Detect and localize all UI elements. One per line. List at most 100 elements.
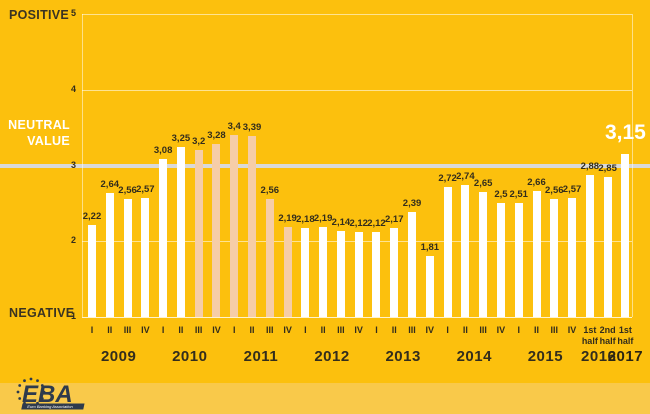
bar-value-label: 2,51 (509, 188, 528, 200)
bar (354, 232, 363, 317)
bar (390, 228, 399, 317)
y-tick-label: 4 (70, 83, 76, 94)
bar-value-label-emphasis: 3,15 (604, 121, 646, 145)
bar-value-label: 3,28 (207, 130, 226, 142)
plot-left-border (82, 14, 83, 317)
axis-caption-positive: POSITIVE (9, 8, 70, 22)
quarter-label: 1st half (581, 325, 598, 346)
bar-value-label: 2,88 (580, 160, 600, 172)
quarter-label: II (391, 325, 397, 335)
quarter-label: 2nd half (599, 325, 616, 346)
bar (514, 202, 523, 317)
eba-stars-icon (16, 377, 46, 407)
bar (123, 198, 132, 317)
bar (248, 135, 257, 317)
grid-line (82, 89, 632, 91)
year-label-2009: 2009 (100, 348, 137, 365)
bar (532, 191, 541, 317)
quarter-label: I (517, 325, 520, 335)
bar (159, 159, 168, 317)
plot-right-border (632, 14, 633, 317)
quarter-label: IV (496, 325, 506, 335)
year-label-2010: 2010 (172, 348, 208, 365)
y-tick-label: 5 (70, 8, 76, 18)
bar (603, 176, 612, 317)
bar-value-label: 2,5 (494, 189, 508, 201)
year-label-2012: 2012 (314, 348, 350, 365)
y-tick-label: 1 (70, 311, 76, 321)
bar-value-label: 2,14 (331, 216, 351, 228)
bar-value-label: 2,56 (545, 184, 564, 196)
bar-value-label: 2,74 (456, 171, 475, 183)
x-axis-line (82, 317, 632, 318)
quarter-label: II (249, 325, 255, 335)
eba-logo-subtext: Euro Banking Association (27, 404, 73, 409)
bar (621, 154, 630, 317)
y-tick-label: 3 (70, 159, 76, 170)
quarter-label: II (533, 325, 539, 335)
bar-value-label: 1,81 (420, 241, 440, 253)
bar (283, 226, 292, 317)
quarter-label: I (304, 325, 307, 335)
year-label-2016: 2016 (581, 348, 617, 365)
bar (461, 185, 470, 317)
quarter-label: I (90, 325, 94, 335)
bar-value-label: 2,19 (278, 212, 297, 224)
neutral-value-line (0, 163, 650, 168)
bar-value-label: 2,12 (367, 218, 386, 230)
quarter-label: III (194, 325, 203, 335)
footer-band (0, 383, 650, 414)
bar (230, 135, 239, 317)
bar (212, 144, 221, 317)
quarter-label: II (107, 325, 113, 335)
bar (301, 227, 310, 317)
bar (496, 203, 505, 317)
bar-value-label: 2,57 (562, 184, 582, 196)
bar-value-label: 3,39 (242, 121, 262, 133)
bar-value-label: 3,4 (227, 121, 241, 133)
bar-value-label: 3,2 (192, 136, 206, 148)
quarter-label: III (266, 325, 274, 335)
bar-value-label: 2,85 (598, 162, 617, 174)
year-label-2013: 2013 (385, 348, 421, 365)
quarter-label: IV (212, 325, 221, 335)
bar-value-label: 2,12 (349, 218, 368, 230)
quarter-label: I (232, 325, 236, 335)
bar-value-label: 3,08 (153, 145, 173, 157)
quarter-label: IV (354, 325, 363, 335)
bar-value-label: 2,57 (136, 184, 155, 196)
bar (141, 198, 150, 317)
quarter-label: IV (283, 325, 292, 335)
quarter-label: IV (567, 325, 577, 335)
quarter-label: III (123, 325, 132, 335)
quarter-label: IV (425, 325, 435, 335)
bar (336, 230, 345, 317)
bar (319, 226, 328, 317)
bar-value-label: 2,19 (313, 212, 333, 224)
bar (443, 186, 452, 317)
grid-line (82, 14, 632, 15)
year-label-2015: 2015 (527, 348, 564, 365)
bar (372, 232, 381, 317)
quarter-label: II (178, 325, 184, 335)
quarter-label: I (375, 325, 378, 335)
bar (265, 198, 274, 317)
y-tick-label: 2 (70, 235, 76, 246)
quarter-label: 1st half (617, 325, 634, 346)
bar (550, 198, 559, 317)
axis-caption-neutral: NEUTRAL VALUE (8, 118, 70, 148)
bar (479, 192, 488, 317)
quarter-label: II (320, 325, 326, 335)
quarter-label: IV (141, 325, 150, 335)
bar (176, 146, 185, 317)
quarter-label: I (446, 325, 449, 335)
bar (194, 150, 203, 317)
bar (585, 174, 594, 317)
bar-value-label: 2,66 (527, 177, 546, 189)
quarter-label: III (337, 325, 345, 335)
eba-logo-banner (21, 403, 85, 410)
year-label-2011: 2011 (243, 348, 279, 365)
bar (408, 211, 417, 317)
